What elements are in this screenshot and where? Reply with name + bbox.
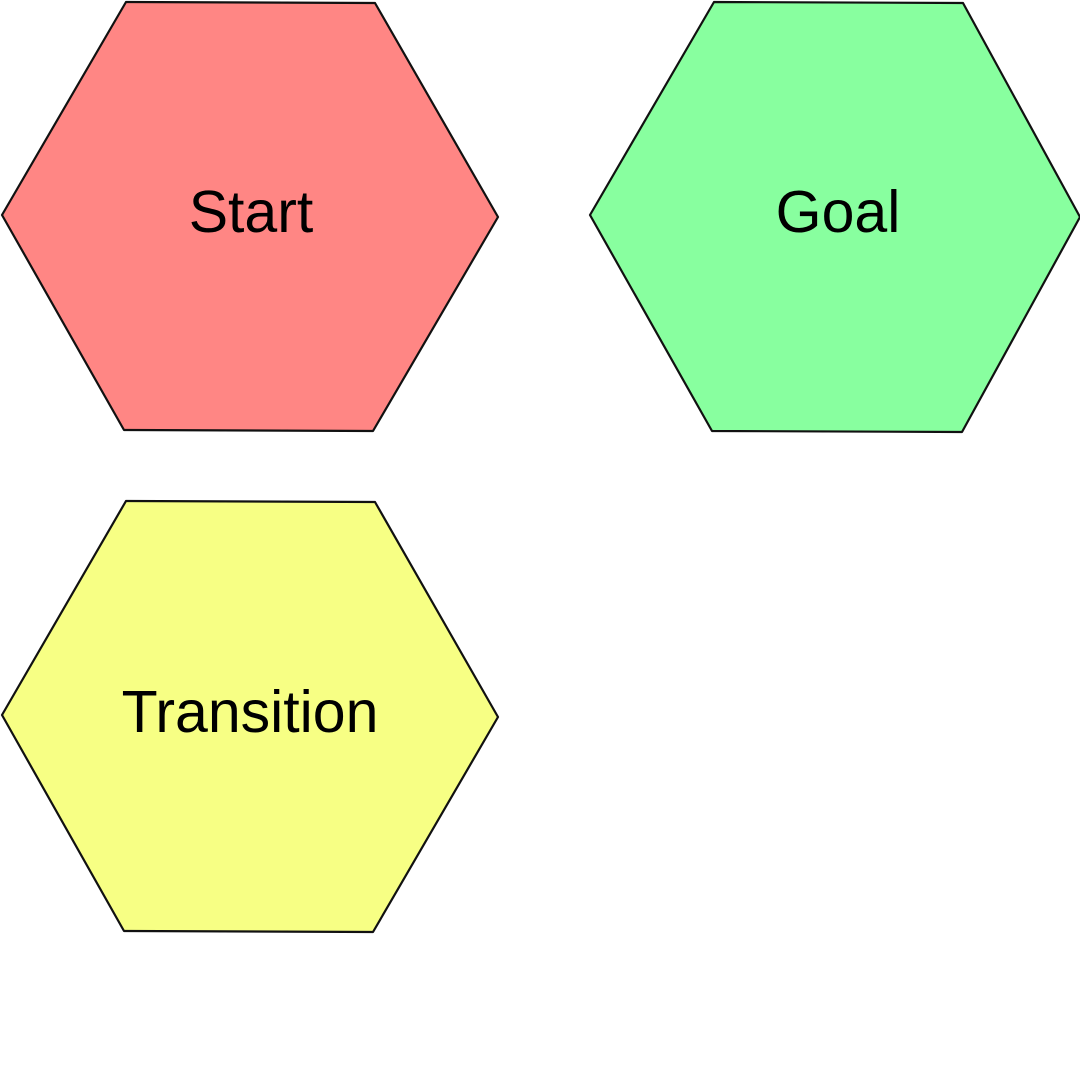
start-label: Start [189, 179, 314, 245]
goal-hexagon [588, 0, 1080, 434]
start-hexagon [0, 0, 500, 433]
goal-label: Goal [776, 179, 901, 245]
transition-node: Transition [0, 499, 500, 934]
goal-node: Goal [588, 0, 1080, 434]
transition-hexagon [0, 499, 500, 934]
transition-label: Transition [122, 679, 379, 745]
start-node: Start [0, 0, 500, 433]
